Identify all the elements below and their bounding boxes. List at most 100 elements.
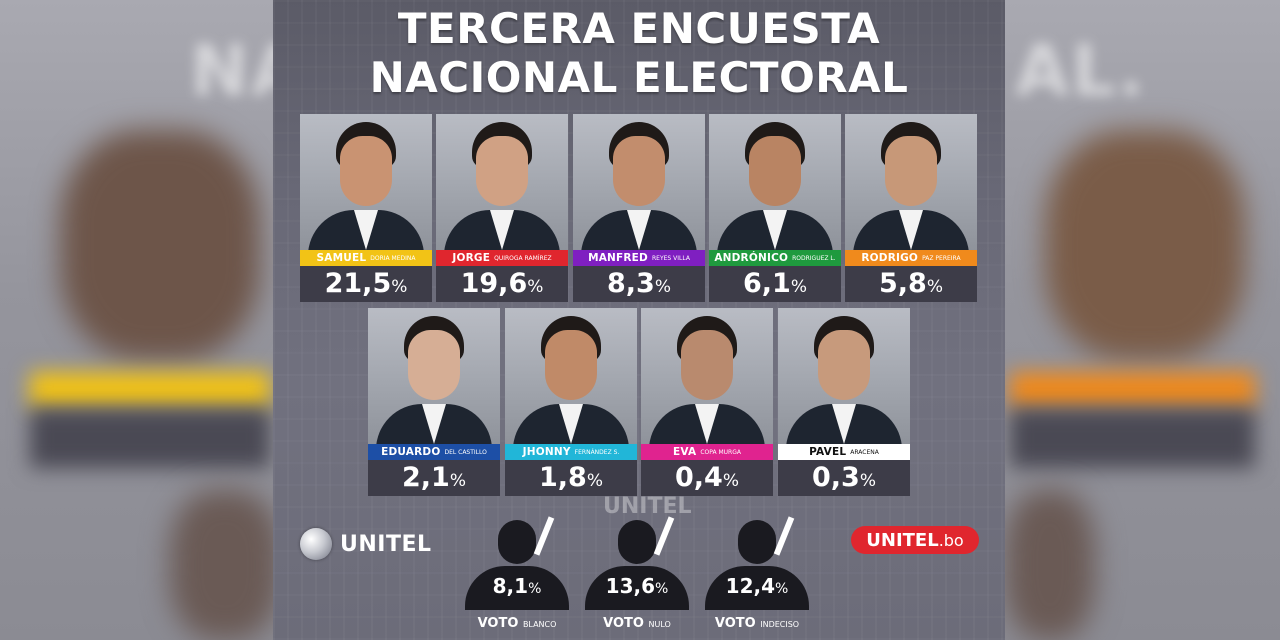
- candidate-value: 19,6%: [436, 266, 568, 302]
- value-percent-sign: %: [391, 277, 408, 297]
- candidate-namebar: SAMUEL DORIA MEDINA: [300, 250, 432, 266]
- other-vote-label: VOTO NULO: [575, 612, 699, 631]
- other-vote-item: 12,4% VOTO INDECISO: [705, 516, 809, 631]
- blurred-title: AL.: [1015, 30, 1147, 112]
- unitel-bo-bold: UNITEL: [866, 529, 939, 551]
- value-percent-sign: %: [775, 581, 789, 597]
- photo-face: [476, 136, 528, 206]
- candidate-photo: [300, 114, 432, 250]
- value-percent-sign: %: [790, 277, 807, 297]
- label-small: INDECISO: [760, 620, 800, 629]
- label-bold: VOTO: [714, 616, 761, 631]
- value-number: 0,3: [812, 462, 860, 493]
- other-vote-value: 8,1%: [465, 574, 569, 598]
- candidate-card: SAMUEL DORIA MEDINA 21,5%: [300, 114, 432, 302]
- value-percent-sign: %: [528, 581, 542, 597]
- blurred-background-left: NA: [0, 0, 273, 640]
- blurred-namebar: [30, 372, 270, 408]
- candidate-card: ANDRÓNICO RODRIGUEZ L. 6,1%: [709, 114, 841, 302]
- value-percent-sign: %: [654, 277, 671, 297]
- other-vote-item: 13,6% VOTO NULO: [585, 516, 689, 631]
- value-number: 19,6: [460, 268, 528, 299]
- value-percent-sign: %: [926, 277, 943, 297]
- blurred-photo: [60, 130, 260, 360]
- value-number: 5,8: [879, 268, 927, 299]
- value-number: 1,8: [539, 462, 587, 493]
- blurred-namebar: [1010, 372, 1255, 408]
- candidate-photo: [641, 308, 773, 444]
- unitel-logo: UNITEL: [300, 528, 432, 560]
- label-small: NULO: [648, 620, 671, 629]
- slash-mark: [653, 516, 675, 556]
- value-percent-sign: %: [586, 471, 603, 491]
- photo-face: [613, 136, 665, 206]
- candidate-value: 21,5%: [300, 266, 432, 302]
- candidate-namebar: RODRIGO PAZ PEREIRA: [845, 250, 977, 266]
- candidate-first-name: EDUARDO: [381, 446, 441, 458]
- candidate-value: 0,4%: [641, 460, 773, 496]
- candidate-card: MANFRED REYES VILLA 8,3%: [573, 114, 705, 302]
- candidate-last-name: COPA MURGA: [700, 448, 741, 456]
- unitel-logo-icon: [300, 528, 332, 560]
- candidate-last-name: FERNÁNDEZ S.: [574, 448, 620, 456]
- candidate-photo: [573, 114, 705, 250]
- candidate-first-name: JORGE: [452, 252, 491, 264]
- candidate-last-name: ARACENA: [850, 448, 879, 456]
- blurred-photo-2: [170, 490, 273, 640]
- candidate-namebar: JORGE QUIROGA RAMÍREZ: [436, 250, 568, 266]
- other-vote-value: 12,4%: [705, 574, 809, 598]
- candidate-card: EVA COPA MURGA 0,4%: [641, 308, 773, 496]
- candidate-card: JORGE QUIROGA RAMÍREZ 19,6%: [436, 114, 568, 302]
- unitel-logo-text: UNITEL: [340, 531, 432, 557]
- candidate-value: 8,3%: [573, 266, 705, 302]
- candidate-photo: [436, 114, 568, 250]
- candidate-last-name: DEL CASTILLO: [444, 448, 487, 456]
- candidate-first-name: RODRIGO: [861, 252, 919, 264]
- candidate-value: 1,8%: [505, 460, 637, 496]
- candidate-last-name: RODRIGUEZ L.: [792, 254, 836, 262]
- candidate-card: JHONNY FERNÁNDEZ S. 1,8%: [505, 308, 637, 496]
- candidate-first-name: PAVEL: [809, 446, 847, 458]
- value-number: 6,1: [743, 268, 791, 299]
- photo-face: [681, 330, 733, 400]
- candidate-last-name: DORIA MEDINA: [370, 254, 416, 262]
- value-percent-sign: %: [449, 471, 466, 491]
- candidate-namebar: PAVEL ARACENA: [778, 444, 910, 460]
- other-vote-label: VOTO BLANCO: [455, 612, 579, 631]
- value-number: 2,1: [402, 462, 450, 493]
- candidate-value: 2,1%: [368, 460, 500, 496]
- label-small: BLANCO: [522, 620, 557, 629]
- value-percent-sign: %: [655, 581, 669, 597]
- candidate-first-name: JHONNY: [522, 446, 571, 458]
- candidate-card: RODRIGO PAZ PEREIRA 5,8%: [845, 114, 977, 302]
- unitel-bo-suffix: .bo: [938, 530, 964, 550]
- candidate-first-name: ANDRÓNICO: [714, 252, 789, 264]
- blurred-valbox: [30, 408, 270, 468]
- candidate-first-name: EVA: [673, 446, 697, 458]
- value-number: 8,1: [492, 574, 529, 598]
- value-percent-sign: %: [859, 471, 876, 491]
- candidate-last-name: PAZ PEREIRA: [922, 254, 961, 262]
- title-line-1: TERCERA ENCUESTA: [397, 4, 881, 53]
- label-bold: VOTO: [603, 616, 649, 631]
- photo-face: [749, 136, 801, 206]
- person-silhouette-icon: [498, 520, 536, 564]
- poll-panel: TERCERA ENCUESTA NACIONAL ELECTORAL SAMU…: [273, 0, 1005, 640]
- candidate-last-name: QUIROGA RAMÍREZ: [494, 254, 552, 262]
- person-silhouette-body: [705, 566, 809, 610]
- value-percent-sign: %: [527, 277, 544, 297]
- other-vote-value: 13,6%: [585, 574, 689, 598]
- candidate-namebar: ANDRÓNICO RODRIGUEZ L.: [709, 250, 841, 266]
- slash-mark: [773, 516, 795, 556]
- person-silhouette-body: [465, 566, 569, 610]
- candidate-photo: [845, 114, 977, 250]
- blurred-title: NA: [190, 30, 273, 112]
- person-silhouette-icon: [738, 520, 776, 564]
- candidate-namebar: EVA COPA MURGA: [641, 444, 773, 460]
- candidate-namebar: EDUARDO DEL CASTILLO: [368, 444, 500, 460]
- label-bold: VOTO: [477, 616, 523, 631]
- other-vote-label: VOTO INDECISO: [695, 612, 819, 631]
- photo-face: [818, 330, 870, 400]
- value-percent-sign: %: [722, 471, 739, 491]
- unitel-bo-logo[interactable]: UNITEL .bo: [851, 526, 979, 554]
